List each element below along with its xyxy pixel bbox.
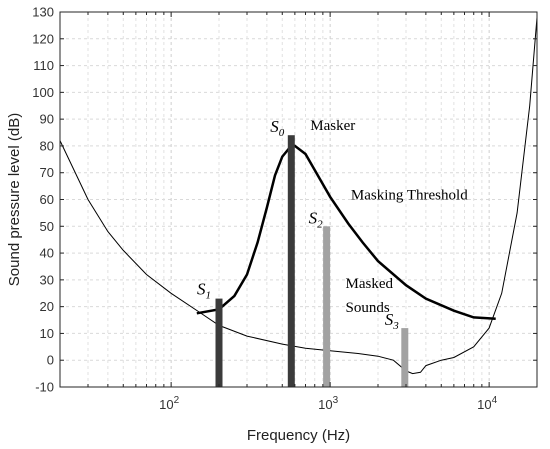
bar-s3 [401, 328, 409, 387]
threshold-in-quiet-curve [59, 17, 538, 375]
x-tick-label: 104 [477, 395, 497, 412]
annotations: S1 S0 S2 S3 Masker Masking Threshold Masked Sou… [197, 117, 468, 332]
y-tick-label: 130 [32, 5, 54, 20]
annotation-masker: Masker [310, 118, 355, 134]
bar-label-s1: S1 [197, 280, 211, 302]
x-axis-ticks: 102 103 104 [59, 12, 538, 412]
y-tick-label: -10 [35, 380, 54, 395]
curves [59, 17, 538, 375]
bar-s1 [215, 298, 223, 387]
y-tick-label: 30 [40, 272, 54, 287]
bar-label-s0: S0 [270, 117, 285, 139]
y-axis-label: Sound pressure level (dB) [6, 113, 23, 286]
y-tick-label: 0 [47, 353, 54, 368]
y-tick-label: 100 [32, 85, 54, 100]
bar-label-s2: S2 [309, 208, 324, 230]
x-axis-label: Frequency (Hz) [247, 427, 350, 444]
bar-s0 [287, 135, 295, 387]
y-tick-label: 80 [40, 138, 54, 153]
masking-threshold-curve [196, 144, 496, 320]
bar-s2 [323, 226, 331, 387]
y-tick-label: 40 [40, 246, 54, 261]
bar-label-s3: S3 [385, 310, 400, 332]
y-tick-label: 70 [40, 165, 54, 180]
y-tick-label: 60 [40, 192, 54, 207]
y-tick-label: 50 [40, 219, 54, 234]
y-tick-label: 10 [40, 326, 54, 341]
y-axis-ticks: -10 0 10 20 30 40 50 60 70 80 90 100 110 120 130 [32, 5, 537, 395]
y-tick-label: 110 [33, 58, 54, 73]
x-tick-label: 103 [318, 395, 338, 412]
x-tick-label: 102 [159, 395, 179, 412]
y-tick-label: 90 [40, 112, 54, 127]
annotation-masking-threshold: Masking Threshold [351, 188, 468, 204]
y-tick-label: 120 [32, 31, 54, 46]
y-tick-label: 20 [40, 299, 54, 314]
sound-bars [215, 135, 409, 387]
annotation-masked: Masked [346, 276, 394, 292]
annotation-sounds: Sounds [346, 300, 390, 316]
